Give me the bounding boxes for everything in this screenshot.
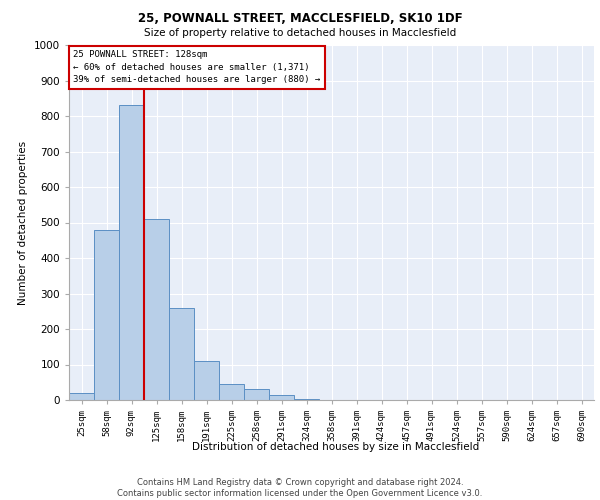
Bar xyxy=(244,390,269,400)
Text: Distribution of detached houses by size in Macclesfield: Distribution of detached houses by size … xyxy=(193,442,479,452)
Y-axis label: Number of detached properties: Number of detached properties xyxy=(18,140,28,304)
Bar xyxy=(169,308,194,400)
Bar xyxy=(194,361,219,400)
Bar xyxy=(69,393,94,400)
Text: 25 POWNALL STREET: 128sqm
← 60% of detached houses are smaller (1,371)
39% of se: 25 POWNALL STREET: 128sqm ← 60% of detac… xyxy=(73,50,320,84)
Text: Contains HM Land Registry data © Crown copyright and database right 2024.
Contai: Contains HM Land Registry data © Crown c… xyxy=(118,478,482,498)
Bar xyxy=(269,394,294,400)
Bar xyxy=(294,399,319,400)
Text: Size of property relative to detached houses in Macclesfield: Size of property relative to detached ho… xyxy=(144,28,456,38)
Bar xyxy=(219,384,244,400)
Bar xyxy=(94,230,119,400)
Bar xyxy=(119,106,144,400)
Text: 25, POWNALL STREET, MACCLESFIELD, SK10 1DF: 25, POWNALL STREET, MACCLESFIELD, SK10 1… xyxy=(137,12,463,26)
Bar xyxy=(144,219,169,400)
